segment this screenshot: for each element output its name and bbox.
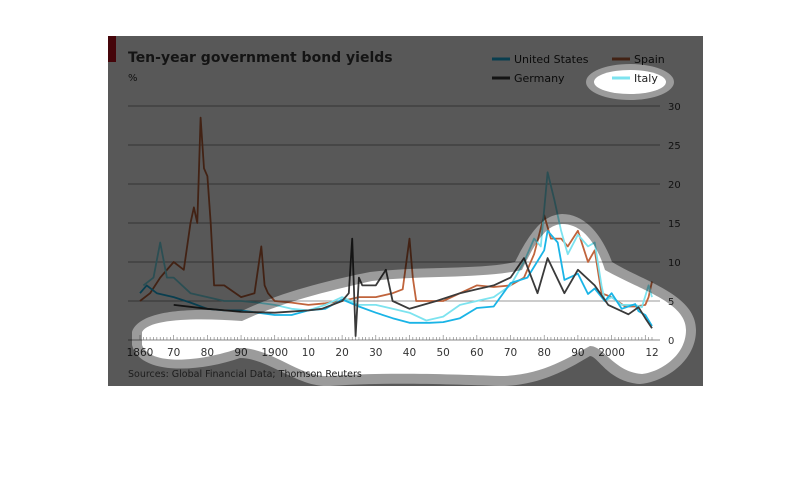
source-note: Sources: Global Financial Data; Thomson …	[128, 369, 362, 380]
chart-title: Ten-year government bond yields	[128, 50, 393, 66]
dim-overlay	[108, 36, 703, 386]
